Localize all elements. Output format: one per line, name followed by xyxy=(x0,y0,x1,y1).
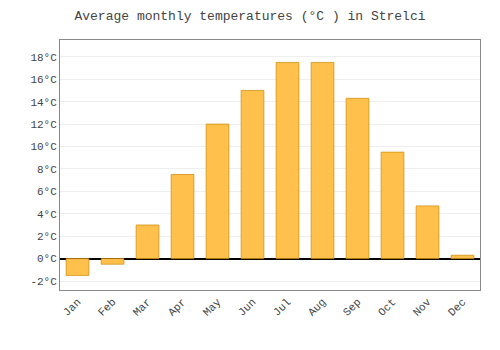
svg-text:16°C: 16°C xyxy=(30,74,57,86)
svg-text:18°C: 18°C xyxy=(30,52,57,64)
svg-text:Jul: Jul xyxy=(271,296,293,318)
svg-text:Jan: Jan xyxy=(61,296,83,318)
svg-text:Feb: Feb xyxy=(96,296,118,318)
svg-text:8°C: 8°C xyxy=(37,164,57,176)
svg-text:Sep: Sep xyxy=(341,296,363,318)
svg-text:6°C: 6°C xyxy=(37,186,57,198)
svg-text:Dec: Dec xyxy=(446,296,468,318)
svg-text:Nov: Nov xyxy=(411,296,434,319)
svg-text:4°C: 4°C xyxy=(37,209,57,221)
svg-text:2°C: 2°C xyxy=(37,231,57,243)
svg-text:Oct: Oct xyxy=(376,296,398,318)
svg-text:14°C: 14°C xyxy=(30,97,57,109)
svg-text:Mar: Mar xyxy=(131,296,153,318)
svg-text:-2°C: -2°C xyxy=(30,276,57,288)
svg-text:May: May xyxy=(201,296,224,319)
svg-text:12°C: 12°C xyxy=(30,119,57,131)
svg-text:Average monthly temperatures (: Average monthly temperatures (°C ) in St… xyxy=(74,9,425,24)
svg-text:Apr: Apr xyxy=(166,296,188,318)
svg-text:10°C: 10°C xyxy=(30,141,57,153)
svg-text:0°C: 0°C xyxy=(37,253,57,265)
svg-text:Aug: Aug xyxy=(306,296,328,318)
svg-text:Jun: Jun xyxy=(236,296,258,318)
